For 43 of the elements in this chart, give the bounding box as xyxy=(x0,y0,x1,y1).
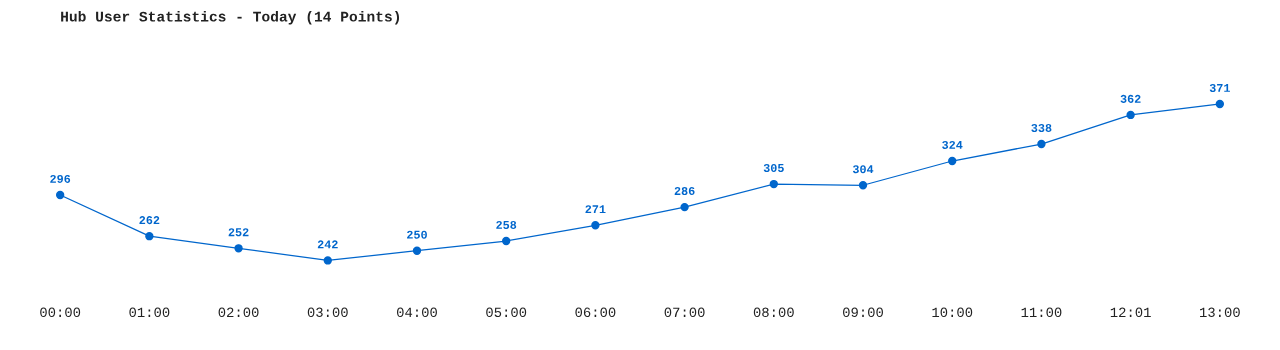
point xyxy=(1126,110,1135,120)
x-tick-label: 00:00 xyxy=(40,307,81,318)
data-label: 362 xyxy=(1120,94,1141,103)
point xyxy=(502,236,511,246)
x-tick-label: 01:00 xyxy=(129,307,170,318)
x-tick-label: 05:00 xyxy=(486,307,527,318)
x-tick-label: 04:00 xyxy=(396,307,437,318)
chart-title: Hub User Statistics - Today (14 Points) xyxy=(61,10,400,25)
point xyxy=(680,202,689,212)
x-tick-label: 13:00 xyxy=(1200,307,1240,318)
x-tick-label: 09:00 xyxy=(843,307,883,318)
data-label: 242 xyxy=(317,240,338,249)
data-label: 304 xyxy=(852,165,874,174)
point xyxy=(234,244,243,253)
data-label: 262 xyxy=(139,216,160,225)
point xyxy=(858,181,868,190)
x-tick-label: 07:00 xyxy=(664,307,705,318)
point xyxy=(1037,139,1046,149)
data-label: 324 xyxy=(942,140,963,149)
data-label: 338 xyxy=(1031,123,1052,132)
point xyxy=(145,232,154,241)
x-tick-label: 06:00 xyxy=(575,307,616,318)
x-tick-label: 10:00 xyxy=(932,307,973,318)
x-tick-label: 02:00 xyxy=(218,307,259,318)
data-label: 371 xyxy=(1209,83,1230,92)
point xyxy=(1215,99,1225,109)
x-tick-label: 12:01 xyxy=(1110,307,1151,318)
point xyxy=(591,221,600,230)
data-label: 258 xyxy=(496,220,517,229)
point xyxy=(769,179,778,189)
point xyxy=(948,156,957,166)
data-label: 250 xyxy=(407,230,427,239)
x-tick-label: 08:00 xyxy=(753,307,794,318)
data-label: 296 xyxy=(50,174,71,183)
data-label: 252 xyxy=(228,228,249,237)
data-label: 286 xyxy=(674,187,695,196)
point xyxy=(55,190,65,200)
data-label: 271 xyxy=(585,205,606,214)
data-label: 305 xyxy=(763,163,784,173)
point xyxy=(412,246,422,255)
point xyxy=(323,256,332,265)
x-tick-label: 11:00 xyxy=(1021,307,1062,318)
x-tick-label: 03:00 xyxy=(307,307,348,318)
